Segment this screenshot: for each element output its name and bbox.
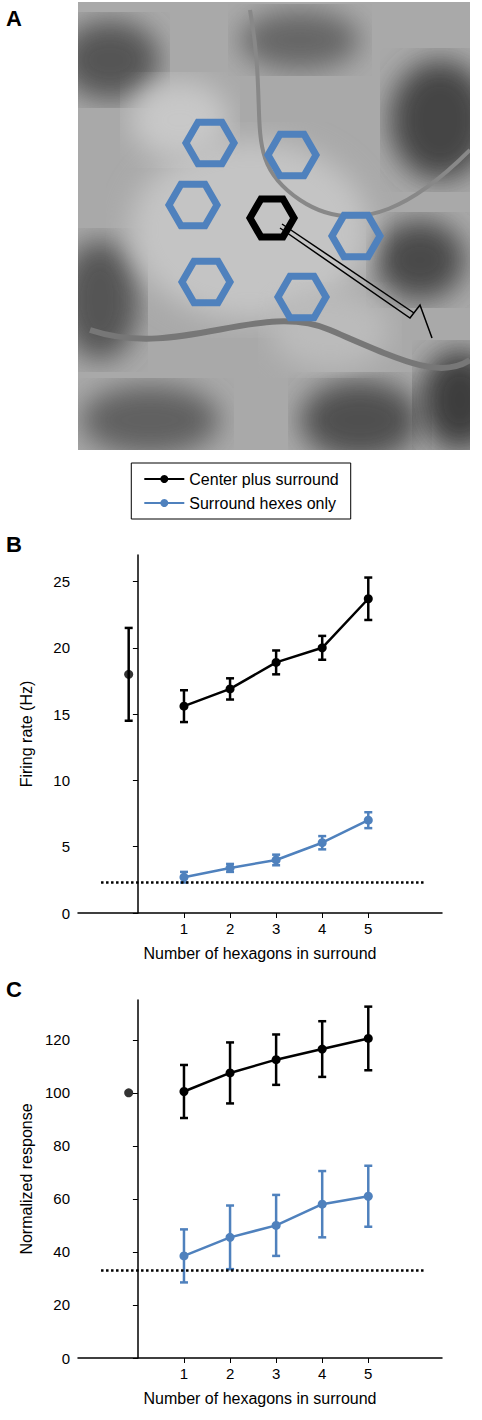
svg-text:2: 2 — [226, 920, 234, 937]
svg-text:C: C — [6, 977, 22, 1002]
svg-text:B: B — [6, 532, 22, 557]
svg-text:80: 80 — [53, 1137, 70, 1154]
svg-text:10: 10 — [53, 772, 70, 789]
svg-text:5: 5 — [364, 1365, 372, 1382]
svg-text:4: 4 — [318, 1365, 326, 1382]
svg-text:25: 25 — [53, 573, 70, 590]
svg-text:A: A — [6, 6, 22, 31]
svg-text:5: 5 — [364, 920, 372, 937]
svg-text:3: 3 — [272, 1365, 280, 1382]
svg-text:Number of hexagons in surround: Number of hexagons in surround — [143, 1390, 376, 1407]
svg-text:40: 40 — [53, 1243, 70, 1260]
svg-text:Surround hexes only: Surround hexes only — [189, 495, 336, 512]
svg-text:5: 5 — [62, 838, 70, 855]
svg-text:120: 120 — [45, 1031, 70, 1048]
svg-text:3: 3 — [272, 920, 280, 937]
svg-text:2: 2 — [226, 1365, 234, 1382]
svg-text:0: 0 — [62, 905, 70, 922]
svg-text:1: 1 — [180, 1365, 188, 1382]
svg-text:4: 4 — [318, 920, 326, 937]
svg-text:0: 0 — [62, 1350, 70, 1367]
svg-text:Center plus surround: Center plus surround — [189, 471, 338, 488]
svg-text:Number of hexagons in surround: Number of hexagons in surround — [143, 945, 376, 962]
svg-text:1: 1 — [180, 920, 188, 937]
svg-text:Firing rate (Hz): Firing rate (Hz) — [18, 681, 35, 788]
svg-text:100: 100 — [45, 1084, 70, 1101]
svg-text:15: 15 — [53, 706, 70, 723]
svg-text:Normalized response: Normalized response — [18, 1103, 35, 1254]
svg-text:20: 20 — [53, 1296, 70, 1313]
svg-text:20: 20 — [53, 639, 70, 656]
svg-text:60: 60 — [53, 1190, 70, 1207]
